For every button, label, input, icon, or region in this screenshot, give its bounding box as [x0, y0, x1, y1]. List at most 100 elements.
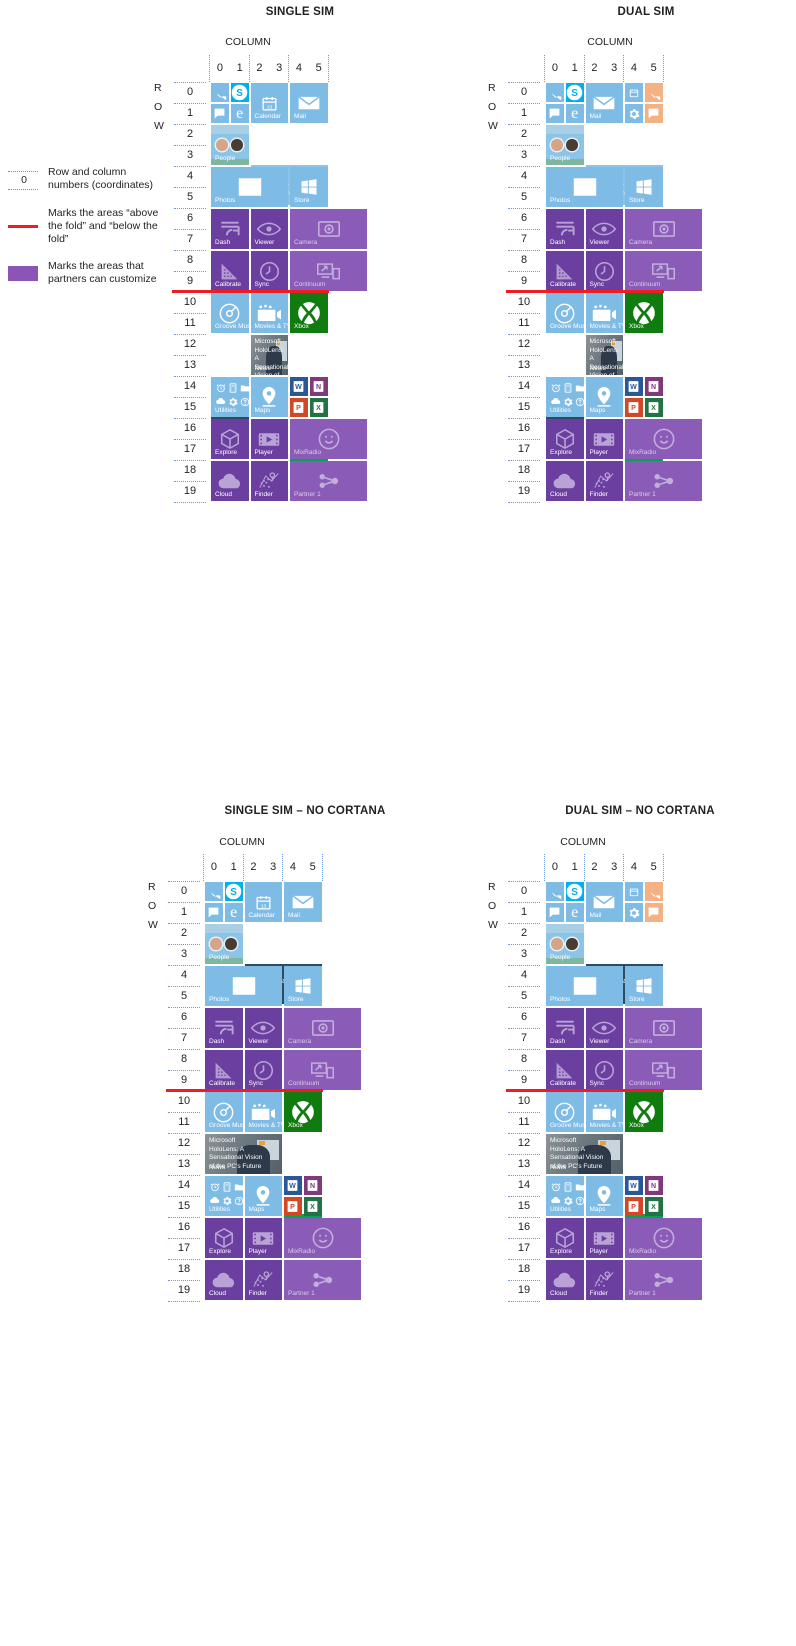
tile-camera[interactable]: Camera: [290, 209, 367, 249]
tile-messaging[interactable]: [546, 104, 564, 123]
tile-news[interactable]: Microsoft HoloLens: A Sensational Vision…: [585, 335, 623, 375]
tile-maps[interactable]: Maps: [244, 1176, 282, 1216]
tile-word[interactable]: W: [625, 1176, 643, 1195]
tile-mail[interactable]: Mail: [585, 882, 623, 922]
tile-calibrate[interactable]: Calibrate: [211, 251, 249, 291]
tile-mixradio[interactable]: MixRadio: [290, 419, 367, 459]
tile-skype[interactable]: S: [565, 83, 584, 102]
tile-phone2[interactable]: [644, 882, 663, 901]
tile-dash[interactable]: Dash: [546, 1008, 584, 1048]
tile-photos[interactable]: Photos: [211, 167, 288, 207]
tile-news[interactable]: Microsoft HoloLens: A Sensational Vision…: [205, 1134, 282, 1174]
tile-utilities[interactable]: Utilities: [546, 1176, 584, 1216]
tile-people[interactable]: People: [211, 125, 249, 165]
tile-dash[interactable]: Dash: [205, 1008, 243, 1048]
tile-ppt[interactable]: P: [625, 1197, 643, 1216]
tile-player[interactable]: Player: [585, 419, 623, 459]
tile-ppt[interactable]: P: [625, 398, 643, 417]
tile-edge[interactable]: e: [230, 104, 249, 123]
tile-messaging[interactable]: [205, 903, 223, 922]
tile-skype[interactable]: S: [230, 83, 249, 102]
tile-continuum[interactable]: Continuum: [625, 251, 702, 291]
tile-camera[interactable]: Camera: [284, 1008, 361, 1048]
tile-calibrate[interactable]: Calibrate: [546, 251, 584, 291]
tile-viewer[interactable]: Viewer: [585, 209, 623, 249]
tile-store[interactable]: Store: [290, 167, 328, 207]
tile-dash[interactable]: Dash: [546, 209, 584, 249]
tile-movies[interactable]: Movies & TV: [244, 1092, 282, 1132]
tile-excel[interactable]: X: [644, 1197, 663, 1216]
tile-people[interactable]: People: [205, 924, 243, 964]
tile-groove[interactable]: Groove Music: [546, 1092, 584, 1132]
tile-player[interactable]: Player: [585, 1218, 623, 1258]
tile-explore[interactable]: Explore: [211, 419, 249, 459]
tile-maps[interactable]: Maps: [250, 377, 288, 417]
tile-onenote[interactable]: N: [303, 1176, 322, 1195]
tile-settings[interactable]: [625, 104, 643, 123]
tile-mixradio[interactable]: MixRadio: [625, 1218, 702, 1258]
tile-player[interactable]: Player: [244, 1218, 282, 1258]
tile-calibrate[interactable]: Calibrate: [205, 1050, 243, 1090]
tile-camera[interactable]: Camera: [625, 1008, 702, 1048]
tile-partner[interactable]: Partner 1: [625, 1260, 702, 1300]
tile-messaging[interactable]: [546, 903, 564, 922]
tile-explore[interactable]: Explore: [205, 1218, 243, 1258]
tile-phone[interactable]: [211, 83, 229, 102]
tile-utilities[interactable]: Utilities: [205, 1176, 243, 1216]
tile-news[interactable]: Microsoft HoloLens: A Sensational Vision…: [250, 335, 288, 375]
tile-explore[interactable]: Explore: [546, 1218, 584, 1258]
tile-groove[interactable]: Groove Music: [205, 1092, 243, 1132]
tile-camera[interactable]: Camera: [625, 209, 702, 249]
tile-messaging2[interactable]: [644, 104, 663, 123]
tile-mixradio[interactable]: MixRadio: [284, 1218, 361, 1258]
tile-store[interactable]: Store: [625, 966, 663, 1006]
tile-sync[interactable]: Sync: [250, 251, 288, 291]
tile-calendar[interactable]: [625, 882, 643, 901]
tile-groove[interactable]: Groove Music: [211, 293, 249, 333]
tile-people[interactable]: People: [546, 125, 584, 165]
tile-edge[interactable]: e: [565, 104, 584, 123]
tile-ppt[interactable]: P: [284, 1197, 302, 1216]
tile-sync[interactable]: Sync: [244, 1050, 282, 1090]
tile-utilities[interactable]: Utilities: [211, 377, 249, 417]
tile-utilities[interactable]: Utilities: [546, 377, 584, 417]
tile-calendar[interactable]: 13 Calendar: [244, 882, 282, 922]
tile-finder[interactable]: Finder: [250, 461, 288, 501]
tile-maps[interactable]: Maps: [585, 1176, 623, 1216]
tile-mail[interactable]: Mail: [585, 83, 623, 123]
tile-finder[interactable]: Finder: [585, 1260, 623, 1300]
tile-sync[interactable]: Sync: [585, 251, 623, 291]
tile-groove[interactable]: Groove Music: [546, 293, 584, 333]
tile-xbox[interactable]: Xbox: [625, 293, 663, 333]
tile-skype[interactable]: S: [224, 882, 243, 901]
tile-messaging2[interactable]: [644, 903, 663, 922]
tile-news[interactable]: Microsoft HoloLens: A Sensational Vision…: [546, 1134, 623, 1174]
tile-finder[interactable]: Finder: [585, 461, 623, 501]
tile-excel[interactable]: X: [309, 398, 328, 417]
tile-calendar[interactable]: [625, 83, 643, 102]
tile-maps[interactable]: Maps: [585, 377, 623, 417]
tile-calibrate[interactable]: Calibrate: [546, 1050, 584, 1090]
tile-photos[interactable]: Photos: [205, 966, 282, 1006]
tile-mail[interactable]: Mail: [284, 882, 322, 922]
tile-edge[interactable]: e: [224, 903, 243, 922]
tile-movies[interactable]: Movies & TV: [585, 293, 623, 333]
tile-continuum[interactable]: Continuum: [625, 1050, 702, 1090]
tile-explore[interactable]: Explore: [546, 419, 584, 459]
tile-word[interactable]: W: [625, 377, 643, 396]
tile-cloud[interactable]: Cloud: [211, 461, 249, 501]
tile-continuum[interactable]: Continuum: [290, 251, 367, 291]
tile-xbox[interactable]: Xbox: [290, 293, 328, 333]
tile-viewer[interactable]: Viewer: [244, 1008, 282, 1048]
tile-photos[interactable]: Photos: [546, 167, 623, 207]
tile-sync[interactable]: Sync: [585, 1050, 623, 1090]
tile-cloud[interactable]: Cloud: [546, 461, 584, 501]
tile-xbox[interactable]: Xbox: [284, 1092, 322, 1132]
tile-partner[interactable]: Partner 1: [625, 461, 702, 501]
tile-dash[interactable]: Dash: [211, 209, 249, 249]
tile-store[interactable]: Store: [625, 167, 663, 207]
tile-edge[interactable]: e: [565, 903, 584, 922]
tile-ppt[interactable]: P: [290, 398, 308, 417]
tile-movies[interactable]: Movies & TV: [250, 293, 288, 333]
tile-finder[interactable]: Finder: [244, 1260, 282, 1300]
